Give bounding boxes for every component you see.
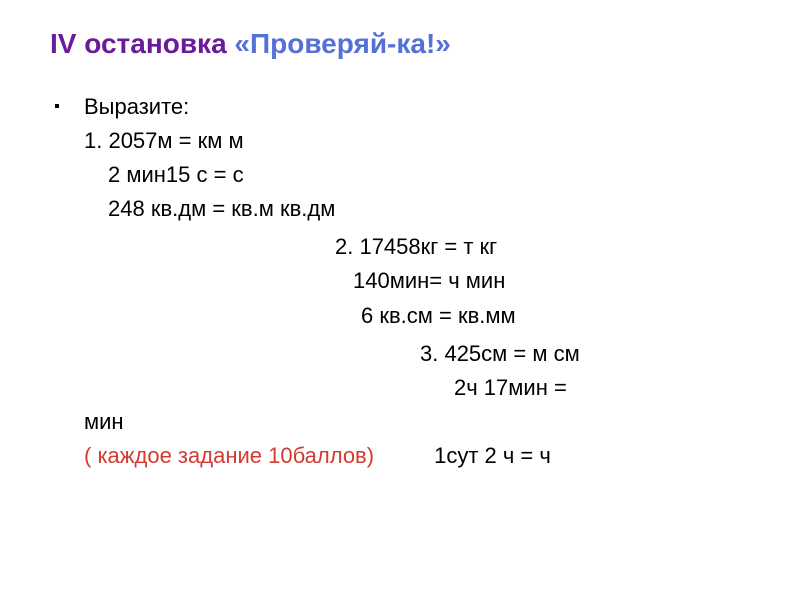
block2-line3: 6 кв.см = кв.мм xyxy=(335,299,760,333)
bullet-line: Выразите: xyxy=(50,90,760,124)
block3-line1: 3. 425см = м см xyxy=(420,337,760,371)
title-part1: IV остановка xyxy=(50,28,234,59)
last-label: ( каждое задание 10баллов) xyxy=(50,439,374,473)
slide-content: Выразите: 1. 2057м = км м 2 мин15 с = с … xyxy=(50,90,760,473)
block1-line1: 1. 2057м = км м xyxy=(50,124,760,158)
min-line: мин xyxy=(50,405,760,439)
block2: 2. 17458кг = т кг 140мин= ч мин 6 кв.см … xyxy=(50,230,760,332)
block1-line2: 2 мин15 с = с xyxy=(50,158,760,192)
block2-line2: 140мин= ч мин xyxy=(335,264,760,298)
slide-title: IV остановка «Проверяй-ка!» xyxy=(50,28,760,60)
block1-line3: 248 кв.дм = кв.м кв.дм xyxy=(50,192,760,226)
last-value: 1сут 2 ч = ч xyxy=(374,439,551,473)
bullet-icon xyxy=(55,104,59,108)
block3-line2: 2ч 17мин = xyxy=(420,371,760,405)
intro-text: Выразите: xyxy=(84,90,189,124)
last-row: ( каждое задание 10баллов)1сут 2 ч = ч xyxy=(50,439,760,473)
block2-line1: 2. 17458кг = т кг xyxy=(335,230,760,264)
title-part2: «Проверяй-ка!» xyxy=(234,28,450,59)
block3: 3. 425см = м см 2ч 17мин = xyxy=(50,337,760,405)
